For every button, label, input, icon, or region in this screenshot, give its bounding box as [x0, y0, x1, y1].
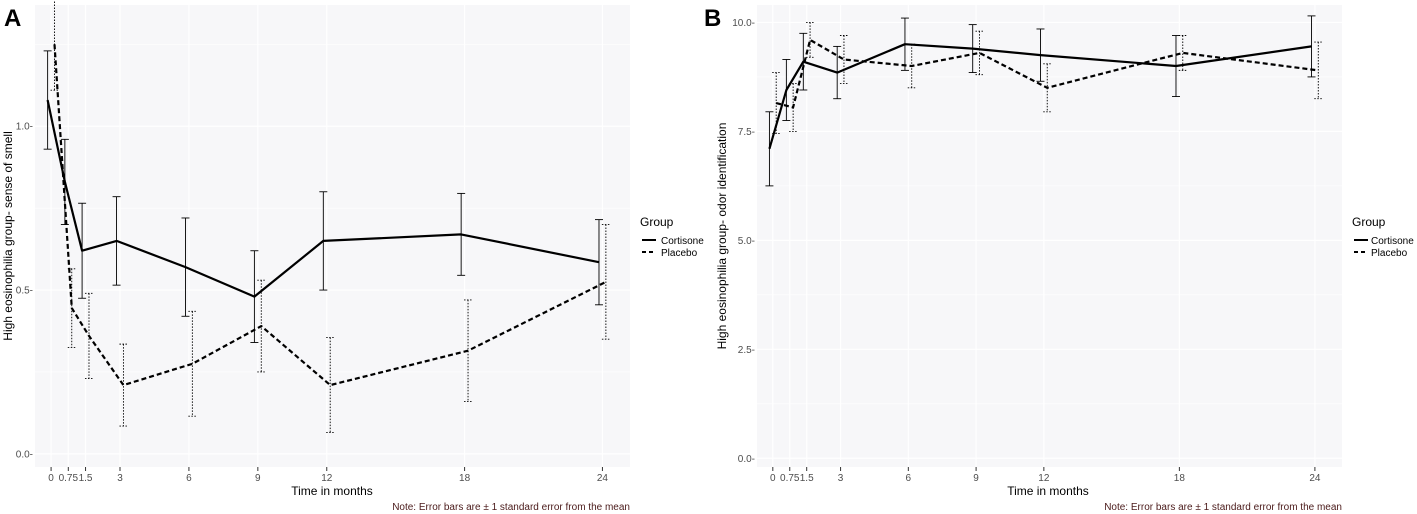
panel-a-y-tick-label: 1.0- [16, 122, 33, 133]
panel-b-x-tick-label: 18 [1174, 473, 1186, 484]
panel-b-y-tick-label: 5.0- [738, 236, 755, 247]
panel-b-x-axis-title: Time in months [1007, 484, 1089, 498]
panel-b-series [765, 15, 1323, 187]
panel-a-plot-background [35, 5, 630, 467]
panel-b-label: B [704, 5, 721, 32]
panel-a-legend: Group Cortisone Placebo [640, 215, 704, 259]
panel-b-legend: Group Cortisone Placebo [1352, 215, 1414, 259]
panel-a-y-axis: 0.0- 0.5- 1.0- [16, 122, 33, 461]
panel-b-x-tick-label: 12 [1038, 473, 1050, 484]
panel-b-x-tick-label: 0.75 [780, 473, 800, 484]
panel-b-y-tick-label: 7.5- [738, 127, 755, 138]
panel-a-x-tick-label: 6 [186, 473, 192, 484]
panel-a-y-tick-label: 0.5- [16, 286, 33, 297]
panel-a-legend-title: Group [640, 215, 674, 229]
panel-a-series [43, 0, 610, 434]
panel-a-legend-label-cortisone: Cortisone [661, 236, 704, 247]
panel-b-grid [757, 5, 1342, 467]
panel-b-x-tick-label: 9 [973, 473, 979, 484]
panel-a-cortisone-line [46, 99, 600, 298]
panel-b-y-tick-label: 2.5- [738, 345, 755, 356]
panel-a-x-tick-label: 0 [48, 473, 54, 484]
panel-a-x-tick-label: 3 [117, 473, 123, 484]
panel-a-x-tick-label: 0.75 [59, 473, 79, 484]
panel-b-legend-title: Group [1352, 215, 1386, 229]
panel-a-y-axis-title: High eosinophilia group- sense of smell [1, 131, 15, 340]
panel-b-y-axis: 0.0- 2.5- 5.0- 7.5- 10.0- [732, 18, 755, 465]
panel-b-x-tick-label: 1.5 [800, 473, 814, 484]
panel-b-y-tick-label: 10.0- [732, 18, 755, 29]
panel-b-placebo-line [775, 38, 1319, 109]
panel-a-cortisone-series [43, 50, 603, 343]
panel-a-x-axis: 0 0.75 1.5 3 6 9 12 18 24 [48, 467, 608, 484]
panel-b-x-tick-label: 24 [1309, 473, 1321, 484]
panel-a-legend-label-placebo: Placebo [661, 248, 698, 259]
panel-a-y-tick-label: 0.0- [16, 449, 33, 460]
panel-a-x-tick-label: 12 [321, 473, 333, 484]
panel-b-y-axis-title: High eosinophilia group- odor identifica… [715, 123, 729, 350]
panel-b-legend-label-cortisone: Cortisone [1371, 236, 1414, 247]
panel-b-x-axis: 0 0.75 1.5 3 6 9 12 18 24 [770, 467, 1321, 484]
panel-a-note: Note: Error bars are ± 1 standard error … [392, 502, 630, 513]
panel-a-x-tick-label: 24 [597, 473, 609, 484]
panel-a-placebo-series [50, 0, 610, 434]
panel-b-x-tick-label: 0 [770, 473, 776, 484]
panel-b-placebo-series [772, 21, 1323, 135]
panel-a-x-tick-label: 1.5 [79, 473, 93, 484]
panel-a: A 0.0- 0.5- 1.0- 0 0.75 1.5 3 6 9 12 18 24 Time in… [1, 0, 704, 513]
panel-b-note: Note: Error bars are ± 1 standard error … [1104, 502, 1342, 513]
panel-b-x-tick-label: 6 [906, 473, 912, 484]
panel-a-x-tick-label: 18 [459, 473, 471, 484]
panel-b-plot-background [757, 5, 1342, 467]
panel-b-legend-label-placebo: Placebo [1371, 248, 1408, 259]
panel-b-cortisone-line [768, 43, 1312, 150]
panel-b-x-tick-label: 3 [838, 473, 844, 484]
panel-b-cortisone-series [765, 15, 1316, 187]
panel-a-x-tick-label: 9 [255, 473, 261, 484]
panel-b-y-tick-label: 0.0- [738, 454, 755, 465]
panel-a-x-axis-title: Time in months [291, 484, 373, 498]
panel-b: B 0.0- 2.5- 5.0- 7.5- 10.0- 0 0.75 1.5 3 6 9 12 18 2… [704, 5, 1414, 513]
panel-a-placebo-line [53, 44, 607, 387]
panel-a-label: A [4, 5, 21, 32]
